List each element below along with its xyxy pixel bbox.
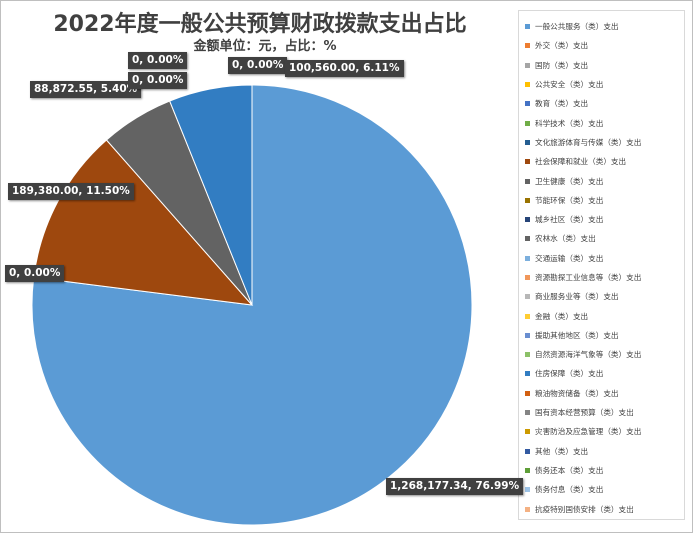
legend-swatch — [525, 159, 530, 165]
chart-legend: 一般公共服务（类）支出 外交（类）支出 国防（类）支出公共安全（类）支出 教育（类）支… — [518, 10, 685, 520]
data-label: 0, 0.00% — [128, 52, 188, 69]
legend-label: 节能环保（类）支出 — [535, 195, 604, 205]
legend-item: 国有资本经营预算（类）支出 — [525, 403, 684, 422]
legend-label: 住房保障（类）支出 — [535, 369, 604, 379]
legend-swatch — [525, 352, 530, 358]
legend-label: 文化旅游体育与传媒（类）支出 — [535, 137, 642, 147]
legend-item: 交通运输（类）支出 — [525, 249, 684, 268]
legend-item: 科学技术（类）支出 — [525, 113, 684, 132]
legend-label: 债务还本（类）支出 — [535, 465, 604, 475]
legend-label: 卫生健康（类）支出 — [535, 176, 604, 186]
legend-item: 农林水（类）支出 — [525, 229, 684, 248]
data-label: 0, 0.00% — [128, 72, 188, 89]
legend-swatch — [525, 62, 530, 68]
legend-item: 卫生健康（类）支出 — [525, 171, 684, 190]
legend-label: 科学技术（类）支出 — [535, 118, 604, 128]
legend-item: 债务还本（类）支出 — [525, 461, 684, 480]
pie-slice-1 — [31, 84, 473, 526]
legend-label: 农林水（类）支出 — [535, 234, 596, 244]
legend-label: 金融（类）支出 — [535, 311, 589, 321]
legend-swatch — [525, 313, 530, 319]
legend-label: 商业服务业等（类）支出 — [535, 292, 619, 302]
legend-label: 其他（类）支出 — [535, 446, 589, 456]
legend-label: 自然资源海洋气象等（类）支出 — [535, 350, 642, 360]
legend-swatch — [525, 506, 530, 512]
legend-label: 国防（类）支出 — [535, 60, 589, 70]
legend-item: 粮油物资储备（类）支出 — [525, 384, 684, 403]
data-label: 189,380.00, 11.50% — [8, 183, 134, 200]
legend-swatch — [525, 371, 530, 377]
legend-label: 粮油物资储备（类）支出 — [535, 388, 619, 398]
legend-swatch — [525, 487, 530, 493]
legend-swatch — [525, 236, 530, 242]
legend-label: 国有资本经营预算（类）支出 — [535, 408, 634, 418]
legend-swatch — [525, 24, 530, 30]
legend-swatch — [525, 275, 530, 280]
legend-swatch — [525, 429, 530, 435]
legend-item: 文化旅游体育与传媒（类）支出 — [525, 133, 684, 152]
legend-item: 城乡社区（类）支出 — [525, 210, 684, 229]
legend-swatch — [525, 82, 530, 88]
legend-swatch — [525, 178, 530, 184]
legend-label: 抗疫特别国债安排（类）支出 — [535, 504, 634, 514]
legend-item: 其他（类）支出 — [525, 442, 684, 461]
legend-item: 国防（类）支出 — [525, 56, 684, 75]
legend-item: 一般公共服务（类）支出 — [525, 17, 684, 36]
chart-subtitle: 金额单位：元，占比：% — [193, 39, 337, 54]
pie-slice-19 — [169, 84, 253, 306]
legend-label: 交通运输（类）支出 — [535, 253, 604, 263]
data-label: 0, 0.00% — [5, 265, 65, 282]
legend-swatch — [525, 255, 530, 261]
legend-item: 抗疫特别国债安排（类）支出 — [525, 499, 684, 518]
data-label: 100,560.00, 6.11% — [285, 60, 404, 77]
legend-item: 公共安全（类）支出 — [525, 75, 684, 94]
legend-swatch — [525, 294, 530, 300]
legend-swatch — [525, 217, 530, 223]
legend-item: 教育（类）支出 — [525, 94, 684, 113]
legend-swatch — [525, 120, 530, 126]
legend-item: 金融（类）支出 — [525, 306, 684, 325]
legend-item: 债务付息（类）支出 — [525, 480, 684, 499]
legend-swatch — [525, 410, 530, 416]
legend-item: 住房保障（类）支出 — [525, 364, 684, 383]
legend-item: 援助其他地区（类）支出 — [525, 326, 684, 345]
legend-item: 自然资源海洋气象等（类）支出 — [525, 345, 684, 364]
data-label: 1,268,177.34, 76.99% — [386, 478, 524, 495]
legend-label: 灾害防治及应急管理（类）支出 — [535, 427, 642, 437]
legend-item: 社会保障和就业（类）支出 — [525, 152, 684, 171]
legend-label: 城乡社区（类）支出 — [535, 215, 604, 225]
legend-item: 灾害防治及应急管理（类）支出 — [525, 422, 684, 441]
legend-swatch — [525, 390, 530, 396]
legend-swatch — [525, 197, 530, 203]
data-label: 0, 0.00% — [228, 57, 288, 74]
legend-item: 节能环保（类）支出 — [525, 191, 684, 210]
legend-label: 社会保障和就业（类）支出 — [535, 157, 627, 167]
legend-swatch — [525, 332, 530, 338]
legend-swatch — [525, 101, 530, 107]
legend-label: 外交（类）支出 — [535, 41, 589, 51]
legend-label: 援助其他地区（类）支出 — [535, 330, 619, 340]
legend-item: 资源勘探工业信息等（类）支出 — [525, 268, 684, 287]
chart-title: 2022年度一般公共预算财政拨款支出占比 — [53, 12, 467, 37]
legend-label: 一般公共服务（类）支出 — [535, 22, 619, 32]
legend-swatch — [525, 43, 530, 49]
legend-label: 债务付息（类）支出 — [535, 485, 604, 495]
legend-label: 资源勘探工业信息等（类）支出 — [535, 273, 642, 282]
legend-swatch — [525, 139, 530, 145]
legend-swatch — [525, 448, 530, 454]
legend-item: 外交（类）支出 — [525, 36, 684, 55]
legend-label: 公共安全（类）支出 — [535, 80, 604, 90]
legend-label: 教育（类）支出 — [535, 99, 589, 109]
data-label: 88,872.55, 5.40% — [30, 81, 142, 98]
legend-item: 商业服务业等（类）支出 — [525, 287, 684, 306]
legend-swatch — [525, 467, 530, 473]
